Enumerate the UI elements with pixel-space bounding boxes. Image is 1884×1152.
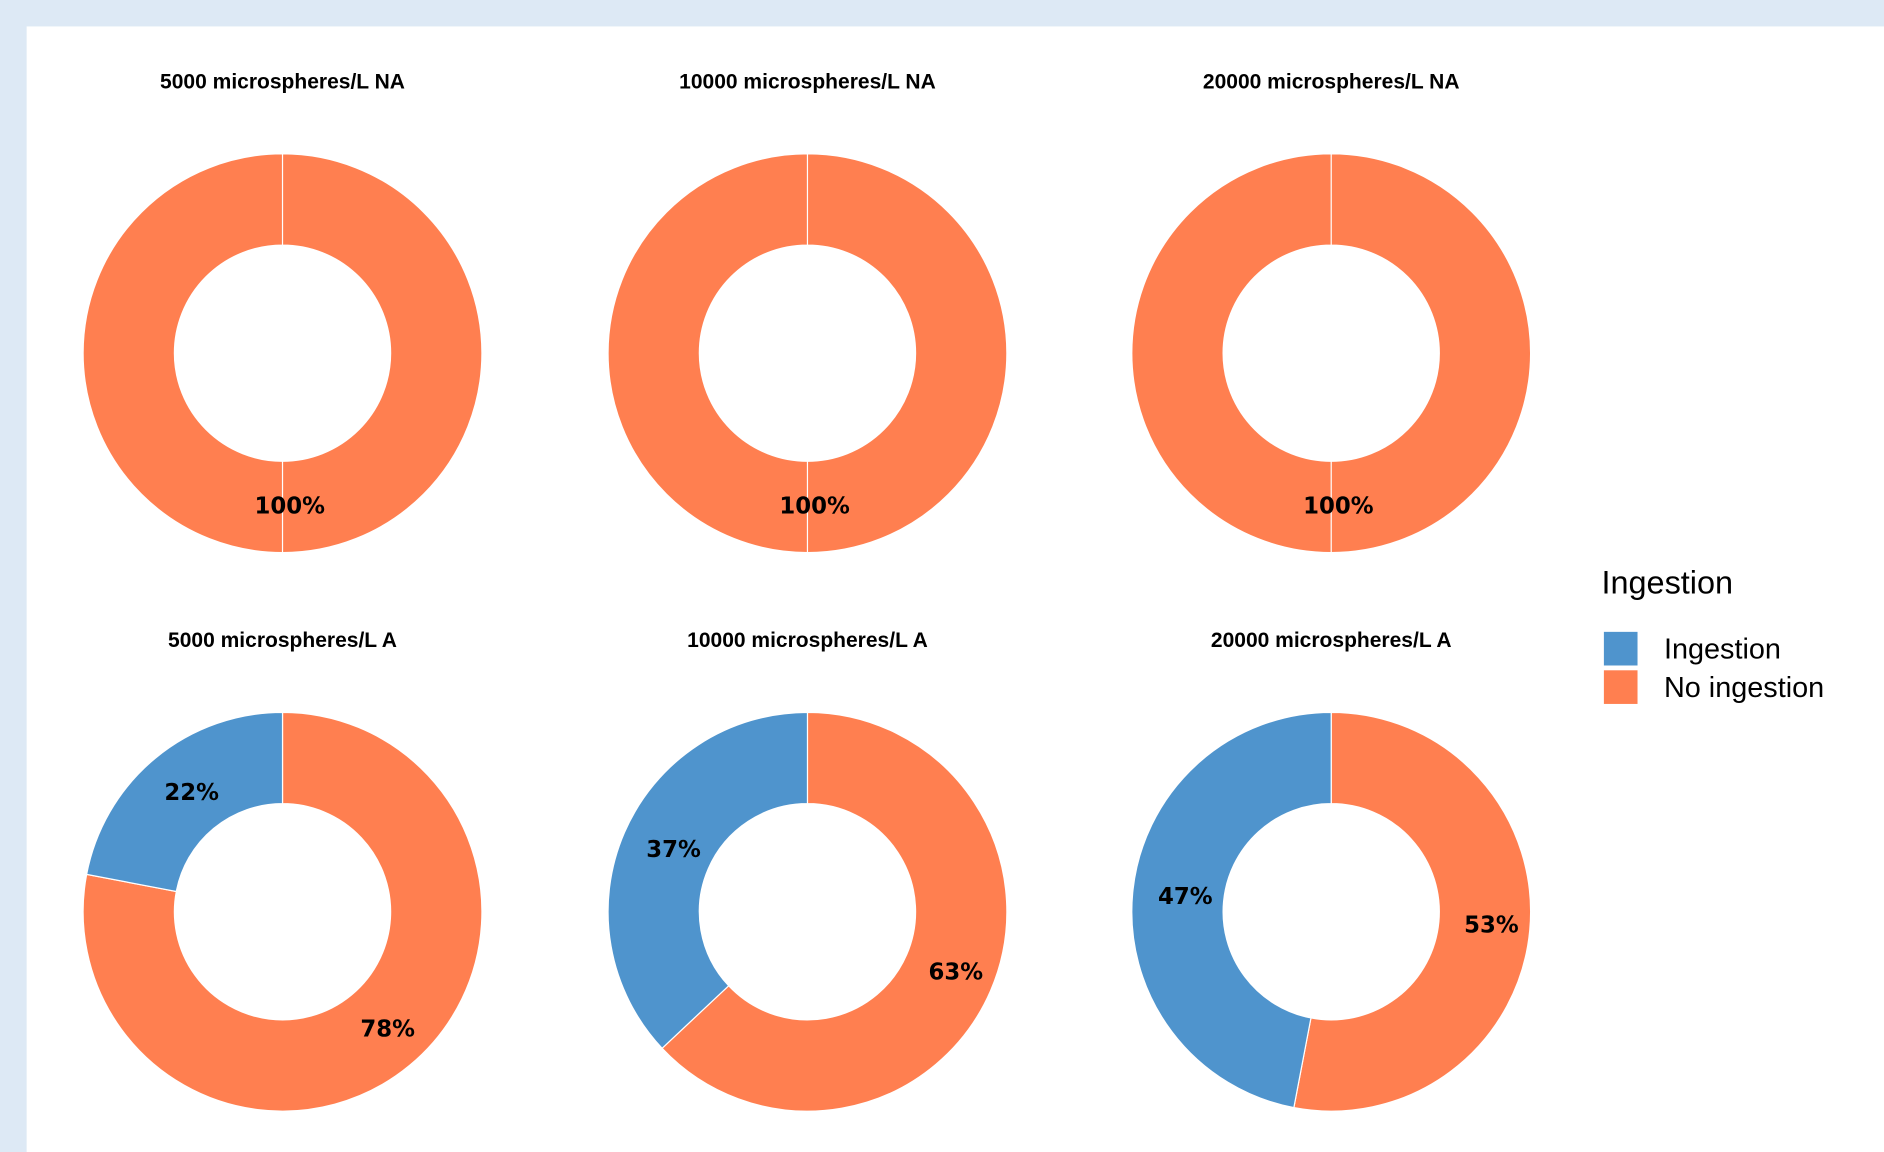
legend-label: No ingestion: [1664, 672, 1824, 704]
legend-swatch: [1603, 670, 1638, 704]
legend-label: Ingestion: [1664, 634, 1781, 666]
data-label: 22%: [164, 780, 219, 806]
donut-segment: [85, 711, 284, 893]
data-label: 100%: [1303, 493, 1374, 519]
legend-swatch: [1603, 631, 1638, 666]
data-label: 100%: [779, 493, 850, 519]
chart-title: 20000 microspheres/L NA: [1203, 70, 1460, 93]
donut-segment: [661, 711, 1008, 1112]
donut-segment: [1131, 711, 1332, 1109]
chart-title: 5000 microspheres/L NA: [160, 70, 405, 93]
data-label: 78%: [360, 1017, 415, 1043]
data-label: 63%: [928, 959, 983, 985]
donut-segment: [1131, 153, 1532, 554]
data-label: 47%: [1158, 884, 1213, 910]
chart-title: 10000 microspheres/L A: [687, 629, 928, 652]
data-label: 37%: [646, 837, 701, 863]
data-label: 53%: [1464, 913, 1519, 939]
donut-segment: [82, 153, 483, 554]
chart-title: 10000 microspheres/L NA: [679, 70, 936, 93]
donut-segment: [607, 153, 1008, 554]
chart-title: 5000 microspheres/L A: [168, 629, 397, 652]
data-label: 100%: [254, 493, 325, 519]
donut-segment: [1293, 711, 1532, 1112]
donut-segment: [607, 711, 809, 1050]
legend-title: Ingestion: [1601, 565, 1733, 601]
donut-segment: [82, 711, 483, 1112]
chart-title: 20000 microspheres/L A: [1211, 629, 1452, 652]
